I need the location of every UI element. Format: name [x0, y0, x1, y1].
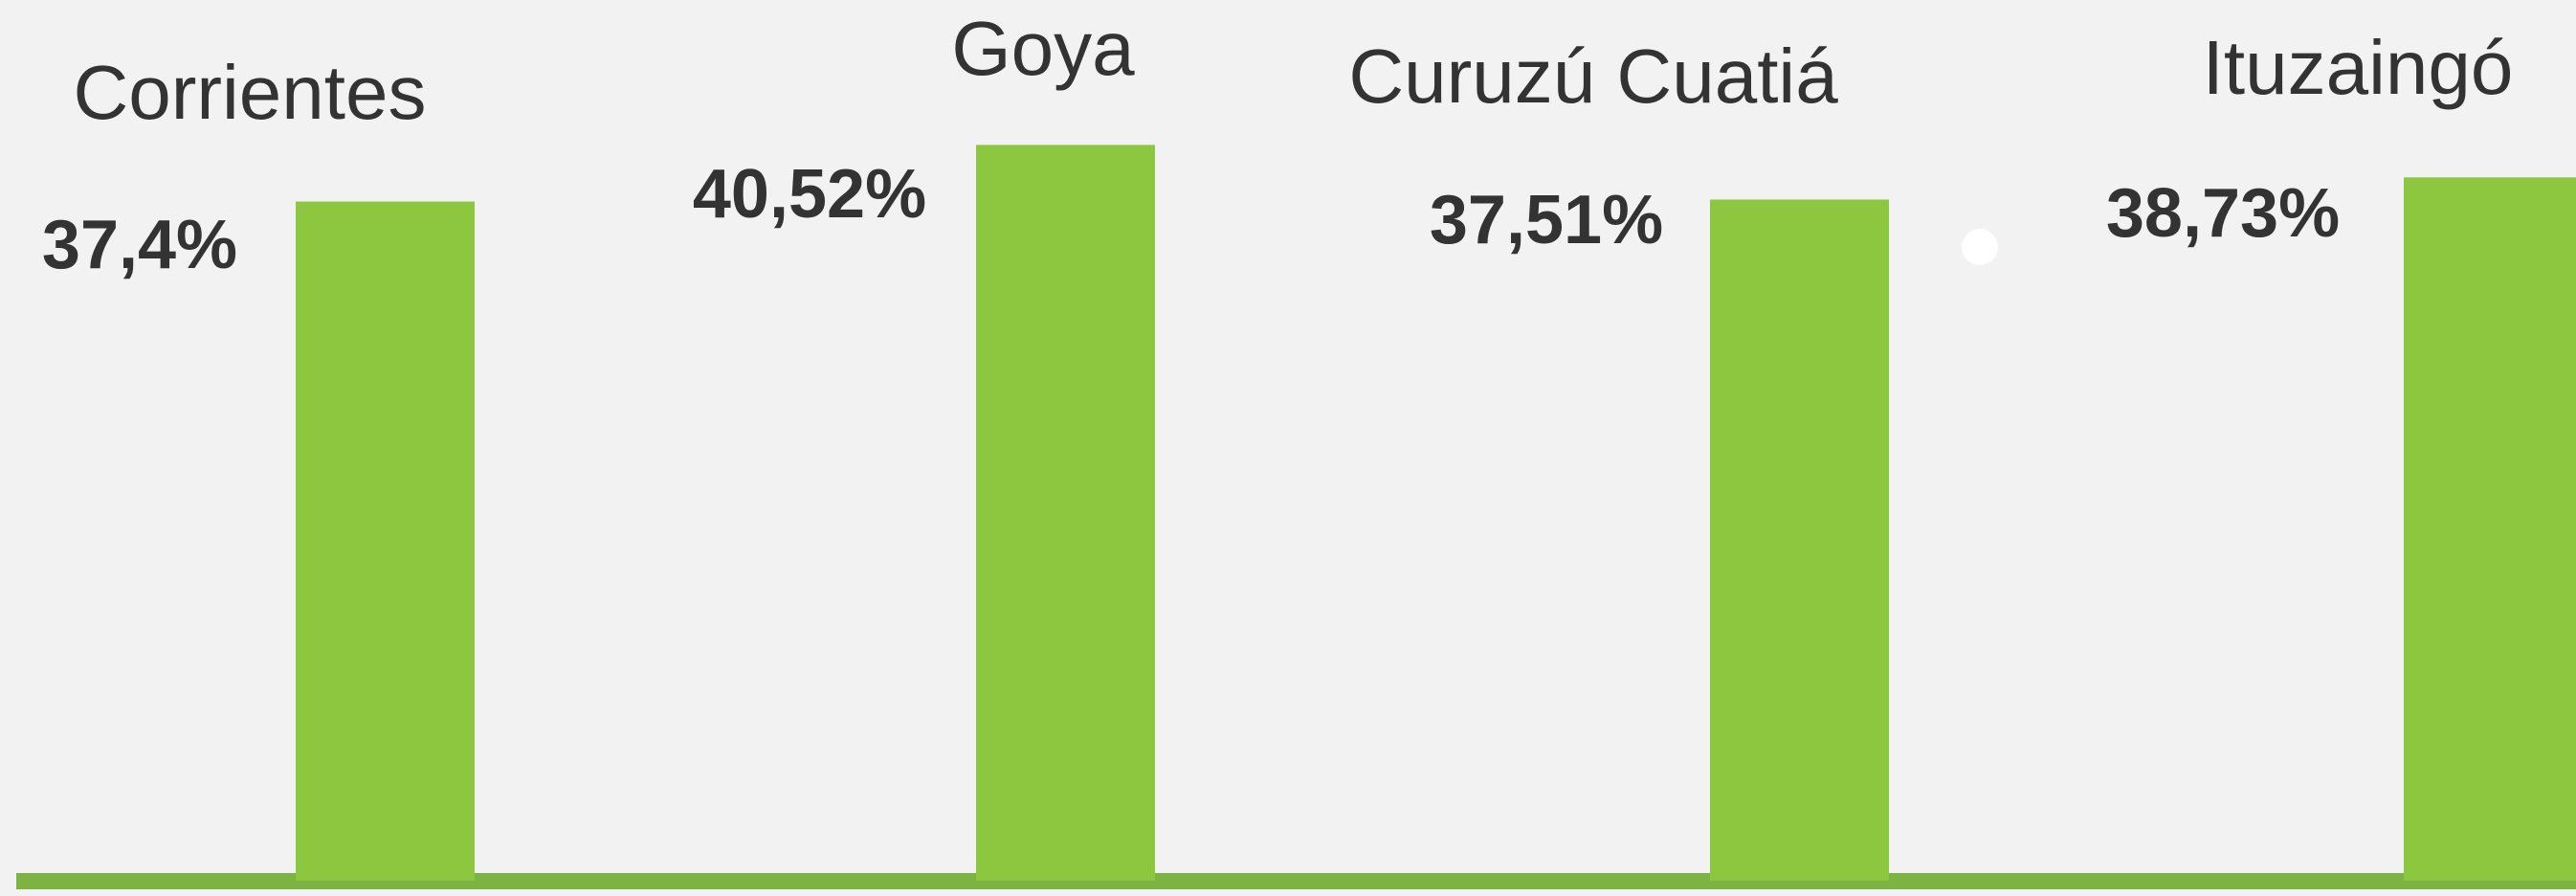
dot: [1962, 229, 1998, 265]
baseline: [16, 873, 2576, 889]
bar: [1710, 199, 1889, 882]
value-label: 37,4%: [42, 207, 237, 283]
category-label: Goya: [951, 6, 1135, 91]
category-label: Curuzú Cuatiá: [1348, 34, 1838, 119]
value-label: 38,73%: [2106, 175, 2340, 252]
category-label: Corrientes: [73, 50, 426, 135]
value-label: 40,52%: [693, 156, 926, 233]
bar: [2404, 177, 2576, 882]
bar: [976, 145, 1155, 882]
category-label: Ituzaingó: [2203, 25, 2514, 110]
value-label: 37,51%: [1430, 182, 1663, 258]
bar: [296, 201, 475, 881]
